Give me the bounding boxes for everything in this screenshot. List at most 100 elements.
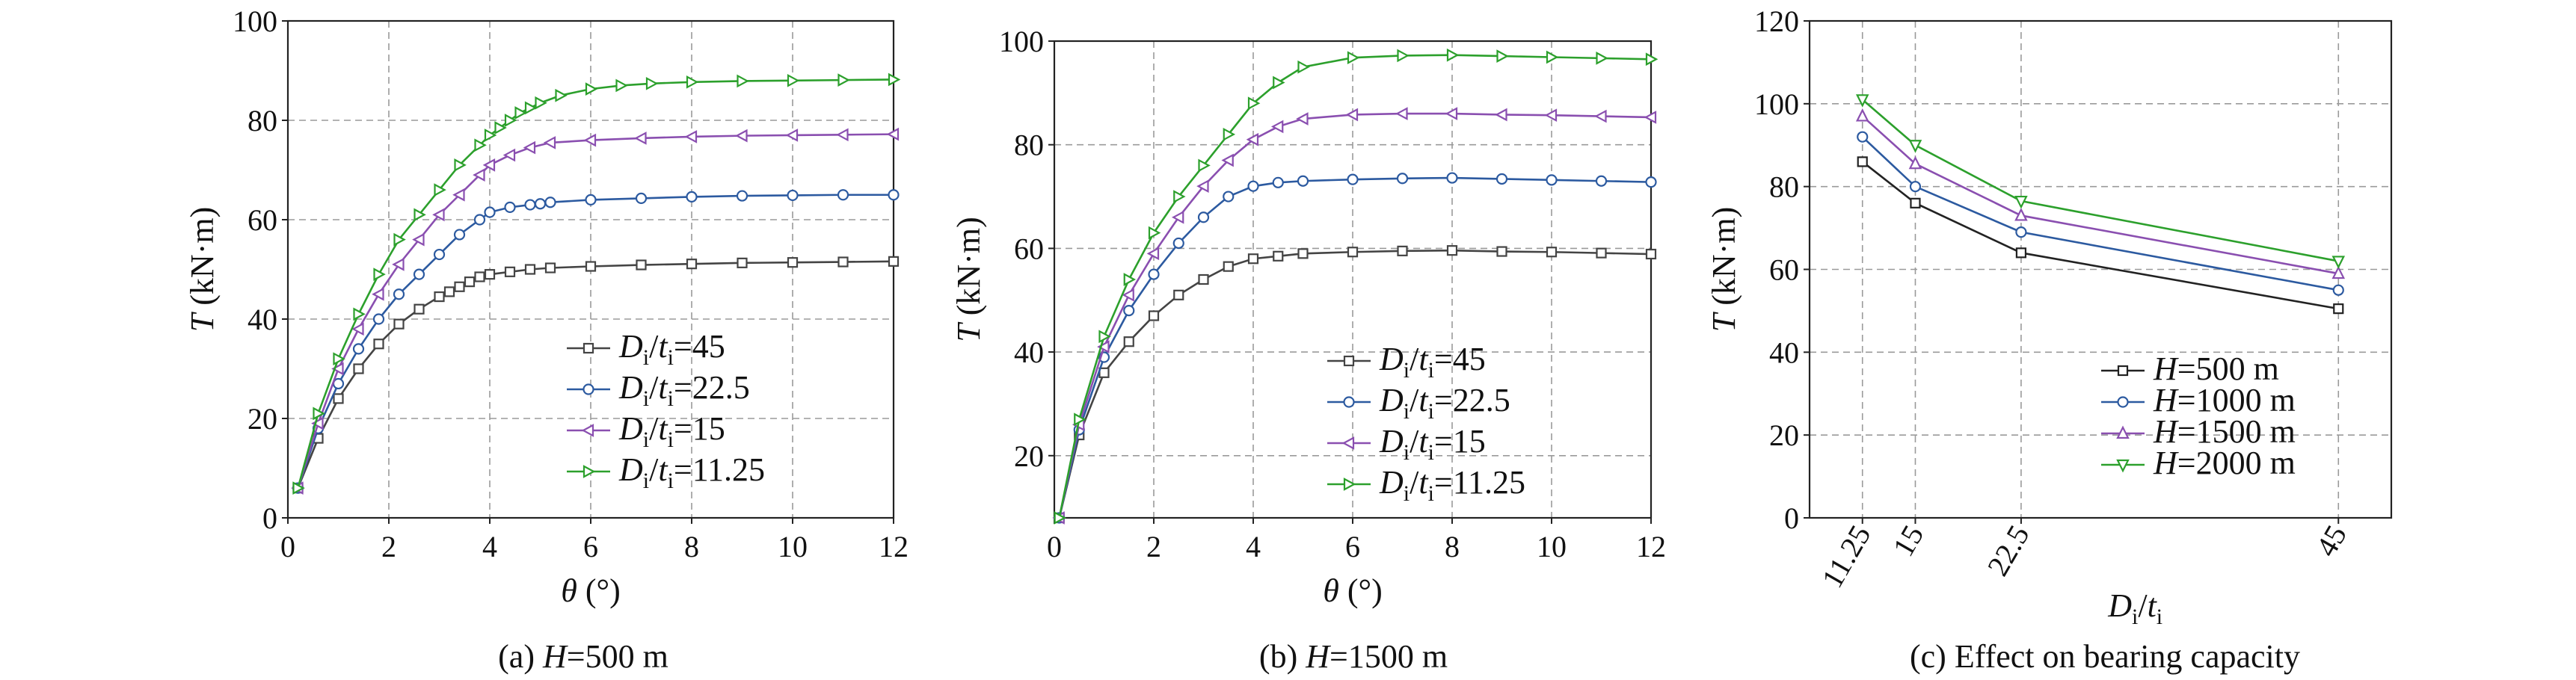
data-point — [1496, 49, 1509, 63]
legend-marker — [1343, 396, 1355, 408]
data-point — [1098, 330, 1111, 344]
x-axis-unit: (°) — [577, 572, 621, 609]
data-point — [524, 264, 536, 275]
legend-label: Di/ti=11.25 — [1379, 464, 1525, 506]
data-point — [787, 257, 799, 268]
y-tick-label: 100 — [1754, 87, 1799, 121]
legend-marker — [1343, 477, 1356, 491]
data-point — [434, 291, 445, 303]
data-point — [555, 88, 568, 102]
data-point — [1644, 111, 1657, 124]
legend-marker — [2116, 425, 2130, 439]
data-point — [1247, 96, 1261, 111]
y-axis-unit: (kN·m) — [1706, 207, 1742, 314]
label-sub-i: i — [2132, 605, 2138, 629]
label-slash: / — [649, 328, 659, 365]
data-point — [333, 393, 344, 404]
label-sub-i: i — [1404, 358, 1410, 383]
data-point — [2333, 303, 2344, 315]
data-point — [1221, 153, 1234, 167]
x-tick-label: 2 — [1146, 530, 1161, 563]
data-point — [615, 78, 628, 93]
data-point — [634, 132, 647, 145]
data-point — [432, 208, 445, 222]
label-slash: / — [649, 410, 659, 447]
data-point — [1123, 336, 1134, 347]
data-point — [684, 130, 698, 143]
x-tick-label: 4 — [482, 530, 497, 563]
series-line — [1861, 115, 2339, 275]
label-var-H: H — [2153, 413, 2179, 450]
data-point — [453, 229, 466, 241]
series-line — [1861, 136, 2339, 291]
data-point — [1273, 250, 1284, 262]
data-point — [1445, 107, 1458, 120]
data-point — [1645, 52, 1659, 67]
label-value: =22.5 — [1434, 382, 1510, 418]
data-point — [636, 259, 647, 271]
series-a-2 — [291, 127, 900, 495]
x-tick-label: 10 — [1537, 530, 1567, 563]
data-point — [502, 148, 516, 162]
data-point — [1223, 191, 1235, 203]
caption-text: Effect on bearing capacity — [1955, 638, 2300, 675]
data-point — [1196, 179, 1209, 194]
x-axis-label: θ (°) — [1323, 572, 1383, 609]
series-line — [1058, 54, 1652, 519]
data-point — [1855, 108, 1869, 122]
legend-marker — [581, 424, 594, 437]
legend-marker — [582, 342, 594, 354]
x-tick-label: 12 — [879, 530, 909, 563]
data-point — [504, 266, 516, 277]
data-point — [1446, 48, 1460, 62]
data-point — [888, 189, 900, 201]
caption-letter: (c) — [1910, 638, 1955, 675]
x-axis-var: θ — [1323, 572, 1339, 609]
label-sub-i: i — [643, 386, 649, 411]
x-tick-label: 8 — [684, 530, 699, 563]
data-point — [1247, 253, 1259, 265]
label-sub-i: i — [668, 345, 674, 370]
data-point — [1246, 132, 1259, 146]
x-tick-label: 6 — [1345, 530, 1360, 563]
series-line — [1058, 112, 1652, 519]
data-point — [1595, 175, 1608, 187]
data-point — [1857, 131, 1869, 143]
label-sub-i: i — [643, 469, 649, 493]
data-point — [544, 262, 556, 273]
y-axis-unit: (kN·m) — [184, 207, 221, 314]
y-tick-label: 20 — [1014, 439, 1044, 473]
data-point — [1074, 412, 1086, 427]
y-tick-label: 80 — [1014, 129, 1044, 162]
x-tick-label: 0 — [1047, 530, 1062, 563]
series-line — [1861, 161, 2339, 310]
series-line — [297, 133, 894, 489]
data-point — [1496, 246, 1507, 257]
y-tick-label: 20 — [248, 402, 277, 436]
data-point — [1908, 140, 1922, 153]
label-var-D: D — [1379, 382, 1404, 418]
legend-label: H=500 m — [2153, 350, 2279, 387]
label-sub-i: i — [1428, 481, 1434, 506]
data-point — [1247, 180, 1259, 192]
legend-label: H=2000 m — [2153, 445, 2296, 481]
data-point — [1297, 60, 1310, 74]
legend-label: Di/ti=45 — [1379, 341, 1486, 383]
data-point — [888, 72, 901, 87]
data-point — [1347, 247, 1359, 258]
data-point — [514, 106, 527, 120]
caption-var: H — [1305, 638, 1331, 675]
data-point — [413, 268, 425, 280]
data-point — [1544, 108, 1558, 123]
data-point — [1296, 112, 1309, 126]
legend-label: Di/ti=22.5 — [618, 369, 750, 411]
x-tick-label: 22.5 — [1981, 519, 2036, 581]
legend-marker — [582, 383, 594, 395]
data-point — [1122, 288, 1134, 302]
data-point — [1546, 174, 1558, 186]
data-point — [351, 322, 364, 336]
y-tick-label: 40 — [1014, 336, 1044, 369]
